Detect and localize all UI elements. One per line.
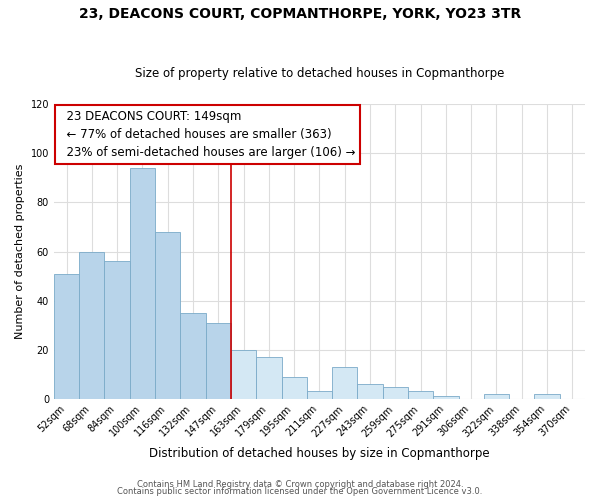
Bar xyxy=(181,313,206,399)
Bar xyxy=(358,384,383,399)
Title: Size of property relative to detached houses in Copmanthorpe: Size of property relative to detached ho… xyxy=(135,66,504,80)
Bar xyxy=(104,262,130,399)
Bar xyxy=(383,386,408,399)
Bar xyxy=(155,232,181,399)
Text: Contains public sector information licensed under the Open Government Licence v3: Contains public sector information licen… xyxy=(118,487,482,496)
Bar xyxy=(332,367,358,399)
Bar xyxy=(231,350,256,399)
Bar xyxy=(281,376,307,399)
Text: Contains HM Land Registry data © Crown copyright and database right 2024.: Contains HM Land Registry data © Crown c… xyxy=(137,480,463,489)
Bar xyxy=(130,168,155,399)
Bar xyxy=(433,396,458,399)
Text: 23, DEACONS COURT, COPMANTHORPE, YORK, YO23 3TR: 23, DEACONS COURT, COPMANTHORPE, YORK, Y… xyxy=(79,8,521,22)
Bar xyxy=(79,252,104,399)
Bar xyxy=(408,392,433,399)
Bar xyxy=(256,357,281,399)
Y-axis label: Number of detached properties: Number of detached properties xyxy=(15,164,25,339)
Bar xyxy=(307,392,332,399)
Bar xyxy=(206,322,231,399)
Bar xyxy=(54,274,79,399)
Bar xyxy=(535,394,560,399)
X-axis label: Distribution of detached houses by size in Copmanthorpe: Distribution of detached houses by size … xyxy=(149,447,490,460)
Bar xyxy=(484,394,509,399)
Text: 23 DEACONS COURT: 149sqm
  ← 77% of detached houses are smaller (363)
  23% of s: 23 DEACONS COURT: 149sqm ← 77% of detach… xyxy=(59,110,356,159)
